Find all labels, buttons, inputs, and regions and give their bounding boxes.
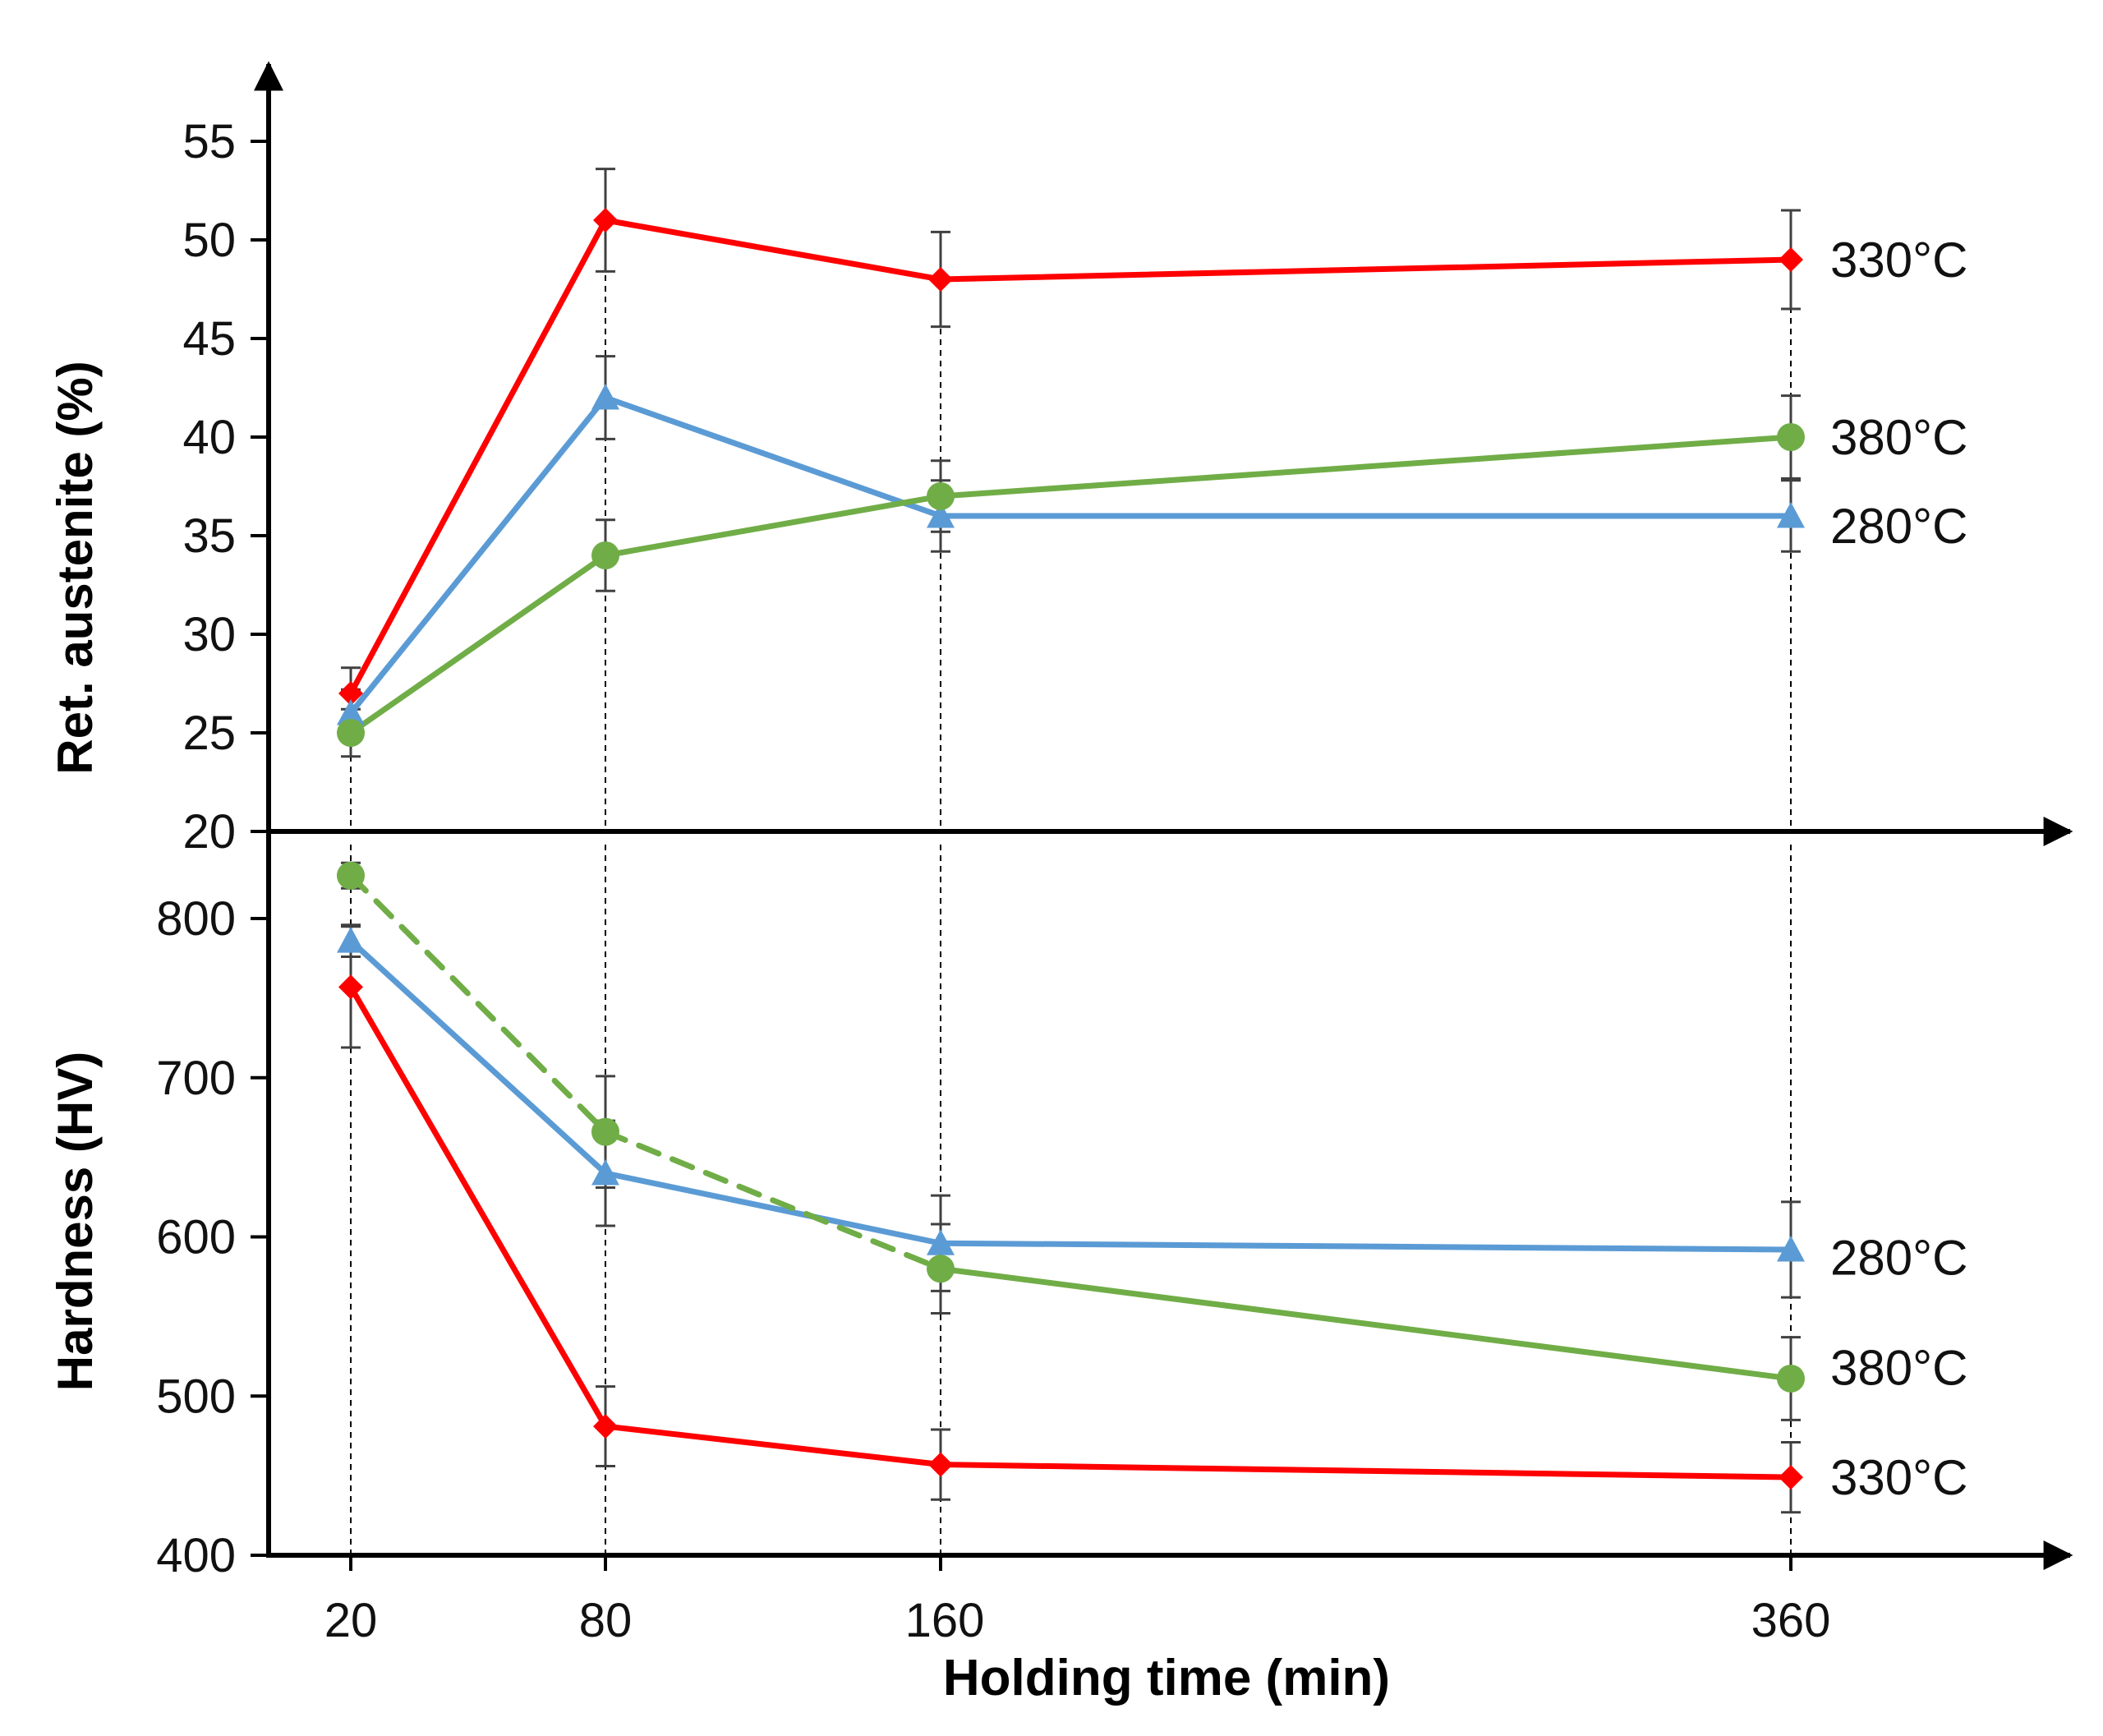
austenite-y-tick-label-2: 30: [182, 608, 236, 661]
austenite-380C-segment-0: [347, 552, 609, 736]
x-axis-title: Holding time (min): [943, 1650, 1390, 1706]
austenite-y-tick-label-7: 55: [182, 115, 236, 168]
hardness-380C-point-1: [591, 1117, 619, 1146]
austenite-280C-point-1: [591, 384, 619, 410]
hardness-330C-point-0: [338, 974, 363, 1000]
hardness-380C-segment-0: [347, 873, 609, 1135]
austenite-y-tick-label-0: 20: [182, 805, 236, 859]
hardness-series-label-2: 330°C: [1830, 1450, 1967, 1505]
hardness-280C-segment-2: [937, 1240, 1794, 1253]
labels: 20 25 30 35 40 45 50 55 Ret. austenite (%) 400 500…: [48, 115, 1967, 1706]
hardness-330C-point-2: [928, 1452, 953, 1477]
austenite-280C-point-3: [1777, 502, 1805, 528]
hardness-330C-segment-0: [347, 983, 609, 1430]
austenite-280C-point-2: [927, 502, 955, 528]
austenite-380C-point-2: [927, 482, 955, 510]
hardness-y-tick-label-4: 800: [156, 892, 236, 946]
hardness-380C-point-2: [927, 1255, 955, 1283]
austenite-y-tick-label-6: 50: [182, 214, 236, 267]
austenite-series-label-1: 380°C: [1830, 410, 1967, 465]
austenite-380C-point-1: [591, 541, 619, 569]
austenite-280C-segment-0: [347, 394, 609, 716]
austenite-y-tick-label-3: 35: [182, 509, 236, 563]
austenite-330C-point-2: [928, 267, 953, 292]
austenite-y-axis-title: Ret. austenite (%): [48, 361, 103, 774]
austenite-280C-segment-1: [602, 394, 944, 519]
hardness-330C-segment-2: [937, 1462, 1794, 1480]
hardness-380C-segment-1: [602, 1129, 944, 1272]
x-tick-label-1: 80: [579, 1594, 633, 1647]
hardness-y-axis-title: Hardness (HV): [48, 1052, 103, 1391]
error-bars: [341, 168, 1801, 1514]
hardness-380C-segment-2: [937, 1265, 1794, 1382]
hardness-330C-point-1: [593, 1414, 618, 1439]
hardness-280C-segment-1: [602, 1170, 944, 1246]
austenite-330C-segment-2: [937, 256, 1794, 283]
series-lines: [347, 217, 1794, 1480]
data-markers: [337, 208, 1805, 1490]
austenite-y-tick-label-1: 25: [182, 707, 236, 760]
hardness-280C-point-2: [927, 1229, 955, 1255]
austenite-380C-point-3: [1777, 423, 1805, 451]
austenite-series-label-0: 330°C: [1830, 233, 1967, 288]
austenite-series-label-2: 280°C: [1830, 499, 1967, 554]
hardness-330C-segment-1: [602, 1423, 944, 1468]
austenite-330C-segment-0: [347, 217, 609, 697]
hardness-y-tick-label-2: 600: [156, 1211, 236, 1264]
hardness-280C-segment-0: [347, 937, 609, 1177]
austenite-380C-segment-1: [602, 493, 944, 559]
hardness-380C-point-3: [1777, 1364, 1805, 1393]
austenite-330C-point-1: [593, 208, 618, 233]
hardness-y-tick-label-3: 700: [156, 1052, 236, 1105]
axes: [251, 61, 2073, 1571]
hardness-y-tick-label-0: 400: [156, 1529, 236, 1582]
hardness-y-tick-label-1: 500: [156, 1370, 236, 1423]
austenite-y-tick-label-5: 45: [182, 312, 236, 366]
austenite-280C-point-0: [337, 699, 365, 725]
austenite-330C-point-0: [338, 681, 363, 706]
hardness-series-label-0: 280°C: [1830, 1231, 1967, 1286]
hardness-series-label-1: 380°C: [1830, 1340, 1967, 1395]
x-tick-label-2: 160: [905, 1594, 985, 1647]
hardness-280C-point-3: [1777, 1236, 1805, 1262]
hardness-280C-point-1: [591, 1159, 619, 1186]
hardness-280C-point-0: [337, 927, 365, 953]
x-tick-label-0: 20: [324, 1594, 378, 1647]
austenite-330C-segment-1: [602, 217, 944, 283]
hardness-330C-point-3: [1779, 1465, 1803, 1490]
austenite-330C-point-3: [1779, 247, 1803, 272]
austenite-380C-segment-2: [937, 434, 1794, 500]
hardness-380C-point-0: [337, 861, 365, 890]
x-tick-label-3: 360: [1751, 1594, 1831, 1647]
austenite-380C-point-0: [337, 719, 365, 747]
austenite-y-tick-label-4: 40: [182, 411, 236, 464]
